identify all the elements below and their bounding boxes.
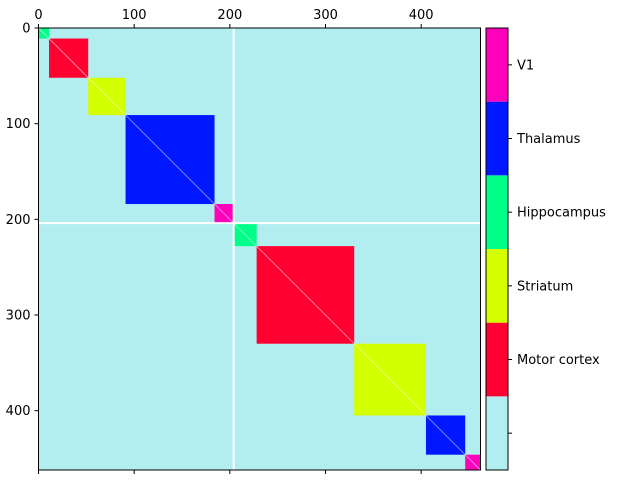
block-diagonal-2	[88, 77, 126, 116]
block-diagonal-0	[38, 27, 50, 39]
y-tick-label-400: 400	[6, 404, 31, 419]
colorbar-frame	[485, 27, 509, 471]
x-tick-label-0: 0	[34, 8, 42, 23]
y-tick-label-300: 300	[6, 309, 31, 324]
block-diagonal-8	[425, 415, 466, 455]
colorbar-segment-5	[486, 28, 508, 102]
plot-frame	[38, 27, 481, 471]
x-tick-label-400: 400	[409, 8, 434, 23]
x-tick-label-200: 200	[217, 8, 242, 23]
block-diagonal-7	[354, 343, 427, 416]
x-tick-label-100: 100	[122, 8, 147, 23]
colorbar-label-v1: V1	[517, 58, 534, 73]
block-diagonal-1	[48, 38, 89, 78]
y-tick-label-0: 0	[22, 22, 30, 37]
colorbar-label-striatum: Striatum	[517, 279, 573, 294]
colorbar-segment-2	[486, 249, 508, 323]
colorbar-segment-4	[486, 101, 508, 176]
block-diagonal-5	[233, 222, 257, 247]
colorbar-label-hippocampus: Hippocampus	[517, 206, 606, 221]
block-diagonal-3	[125, 114, 215, 205]
y-tick-label-100: 100	[6, 117, 31, 132]
colorbar-label-thalamus: Thalamus	[516, 132, 581, 147]
block-diagonal-9	[464, 454, 481, 471]
block-diagonal-6	[256, 245, 355, 344]
colorbar-segment-3	[486, 175, 508, 249]
colorbar-segment-1	[486, 322, 508, 397]
y-tick-label-200: 200	[6, 213, 31, 228]
x-tick-label-300: 300	[313, 8, 338, 23]
colorbar-label-motor-cortex: Motor cortex	[517, 353, 600, 368]
colorbar-segment-0	[486, 396, 508, 470]
block-diagonal-4	[214, 203, 234, 224]
